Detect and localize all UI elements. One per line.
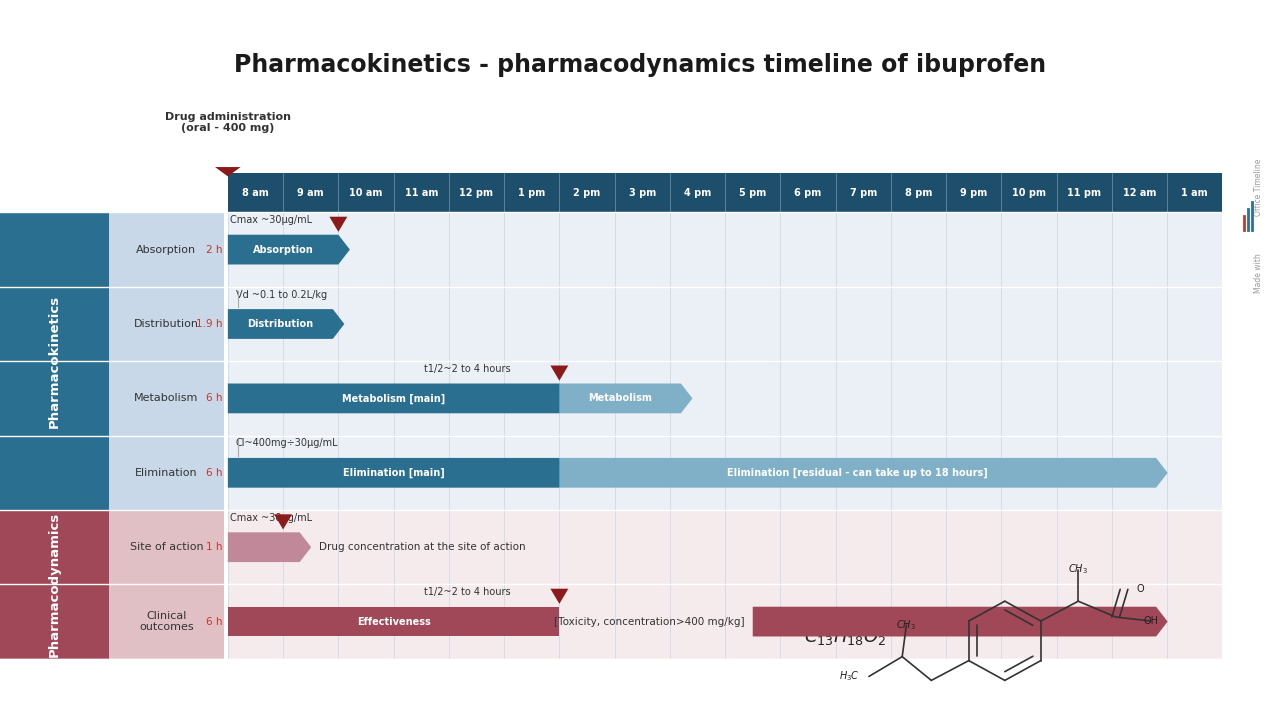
Text: Cmax ~30μg/mL: Cmax ~30μg/mL: [230, 513, 312, 523]
Polygon shape: [228, 235, 349, 264]
Text: 6 h: 6 h: [206, 616, 223, 626]
Text: 12 am: 12 am: [1123, 188, 1156, 197]
Text: 10 pm: 10 pm: [1012, 188, 1046, 197]
Text: [Toxicity, concentration>400 mg/kg]: [Toxicity, concentration>400 mg/kg]: [554, 616, 745, 626]
Text: Elimination [residual - can take up to 18 hours]: Elimination [residual - can take up to 1…: [727, 468, 988, 478]
Text: Clinical
outcomes: Clinical outcomes: [140, 611, 193, 632]
Text: 8 am: 8 am: [242, 188, 269, 197]
Text: 12 pm: 12 pm: [460, 188, 494, 197]
Polygon shape: [215, 167, 241, 176]
Text: Cl~400mg÷30μg/mL: Cl~400mg÷30μg/mL: [236, 438, 338, 449]
Text: 9 pm: 9 pm: [960, 188, 987, 197]
Text: Made with: Made with: [1253, 253, 1263, 294]
Text: Elimination [main]: Elimination [main]: [343, 468, 444, 478]
Text: Elimination: Elimination: [136, 468, 197, 478]
Text: Metabolism [main]: Metabolism [main]: [342, 393, 445, 403]
Text: t1/2~2 to 4 hours: t1/2~2 to 4 hours: [424, 588, 511, 598]
Text: 8 pm: 8 pm: [905, 188, 932, 197]
FancyBboxPatch shape: [0, 212, 109, 510]
Polygon shape: [559, 458, 1167, 487]
Text: Pharmacokinetics - pharmacodynamics timeline of ibuprofen: Pharmacokinetics - pharmacodynamics time…: [234, 53, 1046, 77]
FancyBboxPatch shape: [109, 510, 224, 585]
Polygon shape: [559, 384, 692, 413]
Text: Vd ~0.1 to 0.2L/kg: Vd ~0.1 to 0.2L/kg: [236, 289, 328, 300]
Text: 11 pm: 11 pm: [1068, 188, 1101, 197]
Polygon shape: [550, 366, 568, 381]
Text: Pharmacodynamics: Pharmacodynamics: [47, 512, 61, 657]
FancyBboxPatch shape: [228, 361, 1222, 436]
Text: 4 pm: 4 pm: [684, 188, 712, 197]
Text: 6 pm: 6 pm: [795, 188, 822, 197]
Polygon shape: [228, 532, 311, 562]
Text: 11 am: 11 am: [404, 188, 438, 197]
Text: OH: OH: [1143, 616, 1158, 626]
Polygon shape: [753, 607, 1167, 636]
Polygon shape: [550, 589, 568, 604]
FancyBboxPatch shape: [109, 212, 224, 287]
Polygon shape: [228, 309, 344, 339]
Text: Pharmacokinetics: Pharmacokinetics: [47, 294, 61, 428]
FancyBboxPatch shape: [109, 436, 224, 510]
Text: Drug administration
(oral - 400 mg): Drug administration (oral - 400 mg): [165, 112, 291, 133]
FancyBboxPatch shape: [109, 361, 224, 436]
Text: Drug concentration at the site of action: Drug concentration at the site of action: [319, 542, 526, 552]
Text: 1.9 h: 1.9 h: [196, 319, 223, 329]
Text: Metabolism: Metabolism: [134, 393, 198, 403]
FancyBboxPatch shape: [0, 510, 109, 659]
FancyBboxPatch shape: [228, 510, 1222, 585]
Text: 2 h: 2 h: [206, 245, 223, 255]
Polygon shape: [228, 458, 571, 487]
FancyBboxPatch shape: [228, 173, 1222, 212]
Text: Site of action: Site of action: [129, 542, 204, 552]
Text: $H_3C$: $H_3C$: [840, 670, 860, 683]
Text: 2 pm: 2 pm: [573, 188, 600, 197]
Text: $\mathit{C}_{13}\mathit{H}_{18}\mathit{O}_{2}$: $\mathit{C}_{13}\mathit{H}_{18}\mathit{O…: [804, 627, 886, 647]
FancyBboxPatch shape: [228, 212, 1222, 287]
Text: Distribution: Distribution: [134, 319, 198, 329]
Text: Absorption: Absorption: [252, 245, 314, 255]
Polygon shape: [274, 514, 292, 529]
FancyBboxPatch shape: [228, 436, 1222, 510]
FancyBboxPatch shape: [228, 585, 1222, 659]
Text: 1 h: 1 h: [206, 542, 223, 552]
Text: Absorption: Absorption: [137, 245, 196, 255]
Text: Distribution: Distribution: [247, 319, 314, 329]
Text: 1 pm: 1 pm: [518, 188, 545, 197]
Text: 6 h: 6 h: [206, 393, 223, 403]
Text: Cmax ~30μg/mL: Cmax ~30μg/mL: [230, 215, 312, 225]
Text: 6 h: 6 h: [206, 468, 223, 478]
FancyBboxPatch shape: [228, 287, 1222, 361]
Text: 9 am: 9 am: [297, 188, 324, 197]
Text: 3 pm: 3 pm: [628, 188, 655, 197]
Text: Office Timeline: Office Timeline: [1253, 158, 1263, 216]
Text: Effectiveness: Effectiveness: [357, 616, 430, 626]
Text: 5 pm: 5 pm: [739, 188, 767, 197]
Text: Metabolism: Metabolism: [589, 393, 652, 403]
Text: 7 pm: 7 pm: [850, 188, 877, 197]
Text: 1 am: 1 am: [1181, 188, 1208, 197]
Polygon shape: [228, 384, 571, 413]
FancyBboxPatch shape: [109, 287, 224, 361]
Text: 10 am: 10 am: [349, 188, 383, 197]
Text: $CH_3$: $CH_3$: [1069, 562, 1088, 577]
Polygon shape: [228, 607, 559, 636]
FancyBboxPatch shape: [109, 585, 224, 659]
Text: $CH_3$: $CH_3$: [896, 618, 916, 632]
Text: t1/2~2 to 4 hours: t1/2~2 to 4 hours: [424, 364, 511, 374]
Polygon shape: [329, 217, 347, 232]
Text: O: O: [1137, 585, 1144, 594]
